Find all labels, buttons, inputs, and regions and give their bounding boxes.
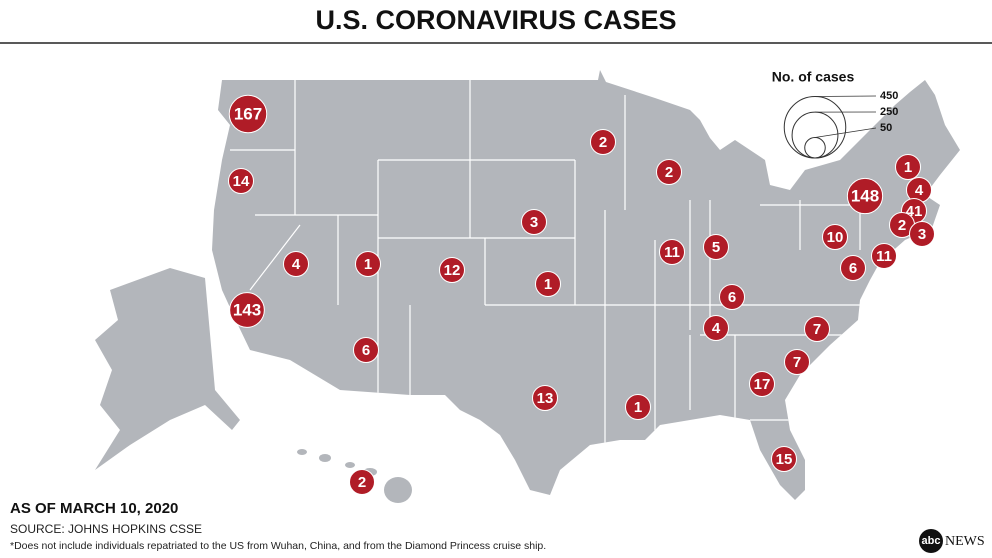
case-bubble — [784, 349, 810, 375]
date: AS OF MARCH 10, 2020 — [10, 500, 178, 517]
case-bubble — [840, 255, 866, 281]
case-count: 2 — [599, 134, 607, 151]
source: SOURCE: JOHNS HOPKINS CSSE — [10, 522, 202, 536]
case-count: 12 — [444, 262, 461, 279]
case-bubble — [283, 251, 309, 277]
case-bubble — [355, 251, 381, 277]
case-count: 17 — [754, 376, 771, 393]
case-count: 148 — [851, 186, 879, 205]
case-bubble — [590, 129, 616, 155]
case-count: 3 — [918, 226, 926, 243]
case-count: 7 — [813, 321, 821, 338]
case-count: 1 — [634, 399, 642, 416]
case-count: 11 — [664, 244, 680, 261]
case-bubble — [749, 371, 775, 397]
legend-label: 50 — [880, 122, 892, 134]
logo-mark — [919, 529, 943, 553]
case-bubble — [703, 315, 729, 341]
case-bubble — [656, 159, 682, 185]
legend-label: 250 — [880, 106, 898, 118]
case-bubble — [659, 239, 685, 265]
case-bubble — [353, 337, 379, 363]
case-count: 13 — [537, 390, 554, 407]
case-count: 10 — [827, 229, 844, 246]
legend-label: 450 — [880, 90, 898, 102]
case-count: 5 — [712, 239, 720, 256]
case-count: 6 — [849, 260, 857, 277]
case-bubble — [439, 257, 465, 283]
legend-title: No. of cases — [772, 69, 855, 85]
case-count: 167 — [234, 104, 262, 123]
case-bubble — [228, 168, 254, 194]
case-bubble — [909, 221, 935, 247]
case-count: 11 — [876, 248, 892, 265]
title: U.S. CORONAVIRUS CASES — [315, 5, 676, 35]
legend: 450 250 50 — [783, 90, 898, 159]
case-count: 143 — [233, 300, 261, 319]
case-bubble — [771, 446, 797, 472]
case-bubble — [871, 243, 897, 269]
case-count: 3 — [530, 214, 538, 231]
logo-brand: abc — [922, 535, 941, 547]
logo-name: NEWS — [945, 534, 985, 549]
case-count: 7 — [793, 354, 801, 371]
case-bubble — [719, 284, 745, 310]
case-bubble — [804, 316, 830, 342]
case-bubble — [229, 292, 265, 328]
case-count: 1 — [904, 159, 912, 176]
case-bubble — [532, 385, 558, 411]
case-count: 4 — [292, 256, 301, 273]
case-count: 2 — [898, 217, 906, 234]
case-count: 6 — [362, 342, 370, 359]
case-bubble — [349, 469, 375, 495]
case-bubble — [822, 224, 848, 250]
case-bubble — [625, 394, 651, 420]
case-bubble — [846, 177, 884, 215]
case-count: 6 — [728, 289, 736, 306]
case-count: 15 — [776, 451, 793, 468]
case-count: 4 — [712, 320, 721, 337]
case-count: 1 — [544, 276, 552, 293]
case-count: 4 — [915, 182, 924, 199]
footnote: *Does not include individuals repatriate… — [10, 540, 546, 552]
us-map — [95, 70, 960, 503]
case-bubble — [535, 271, 561, 297]
case-count: 14 — [233, 173, 250, 190]
case-bubble — [228, 94, 268, 134]
case-bubble — [895, 154, 921, 180]
case-bubble — [521, 209, 547, 235]
case-bubble — [703, 234, 729, 260]
legend-leader — [814, 127, 877, 138]
case-count: 2 — [665, 164, 673, 181]
case-count: 2 — [358, 474, 366, 491]
case-count: 1 — [364, 256, 372, 273]
